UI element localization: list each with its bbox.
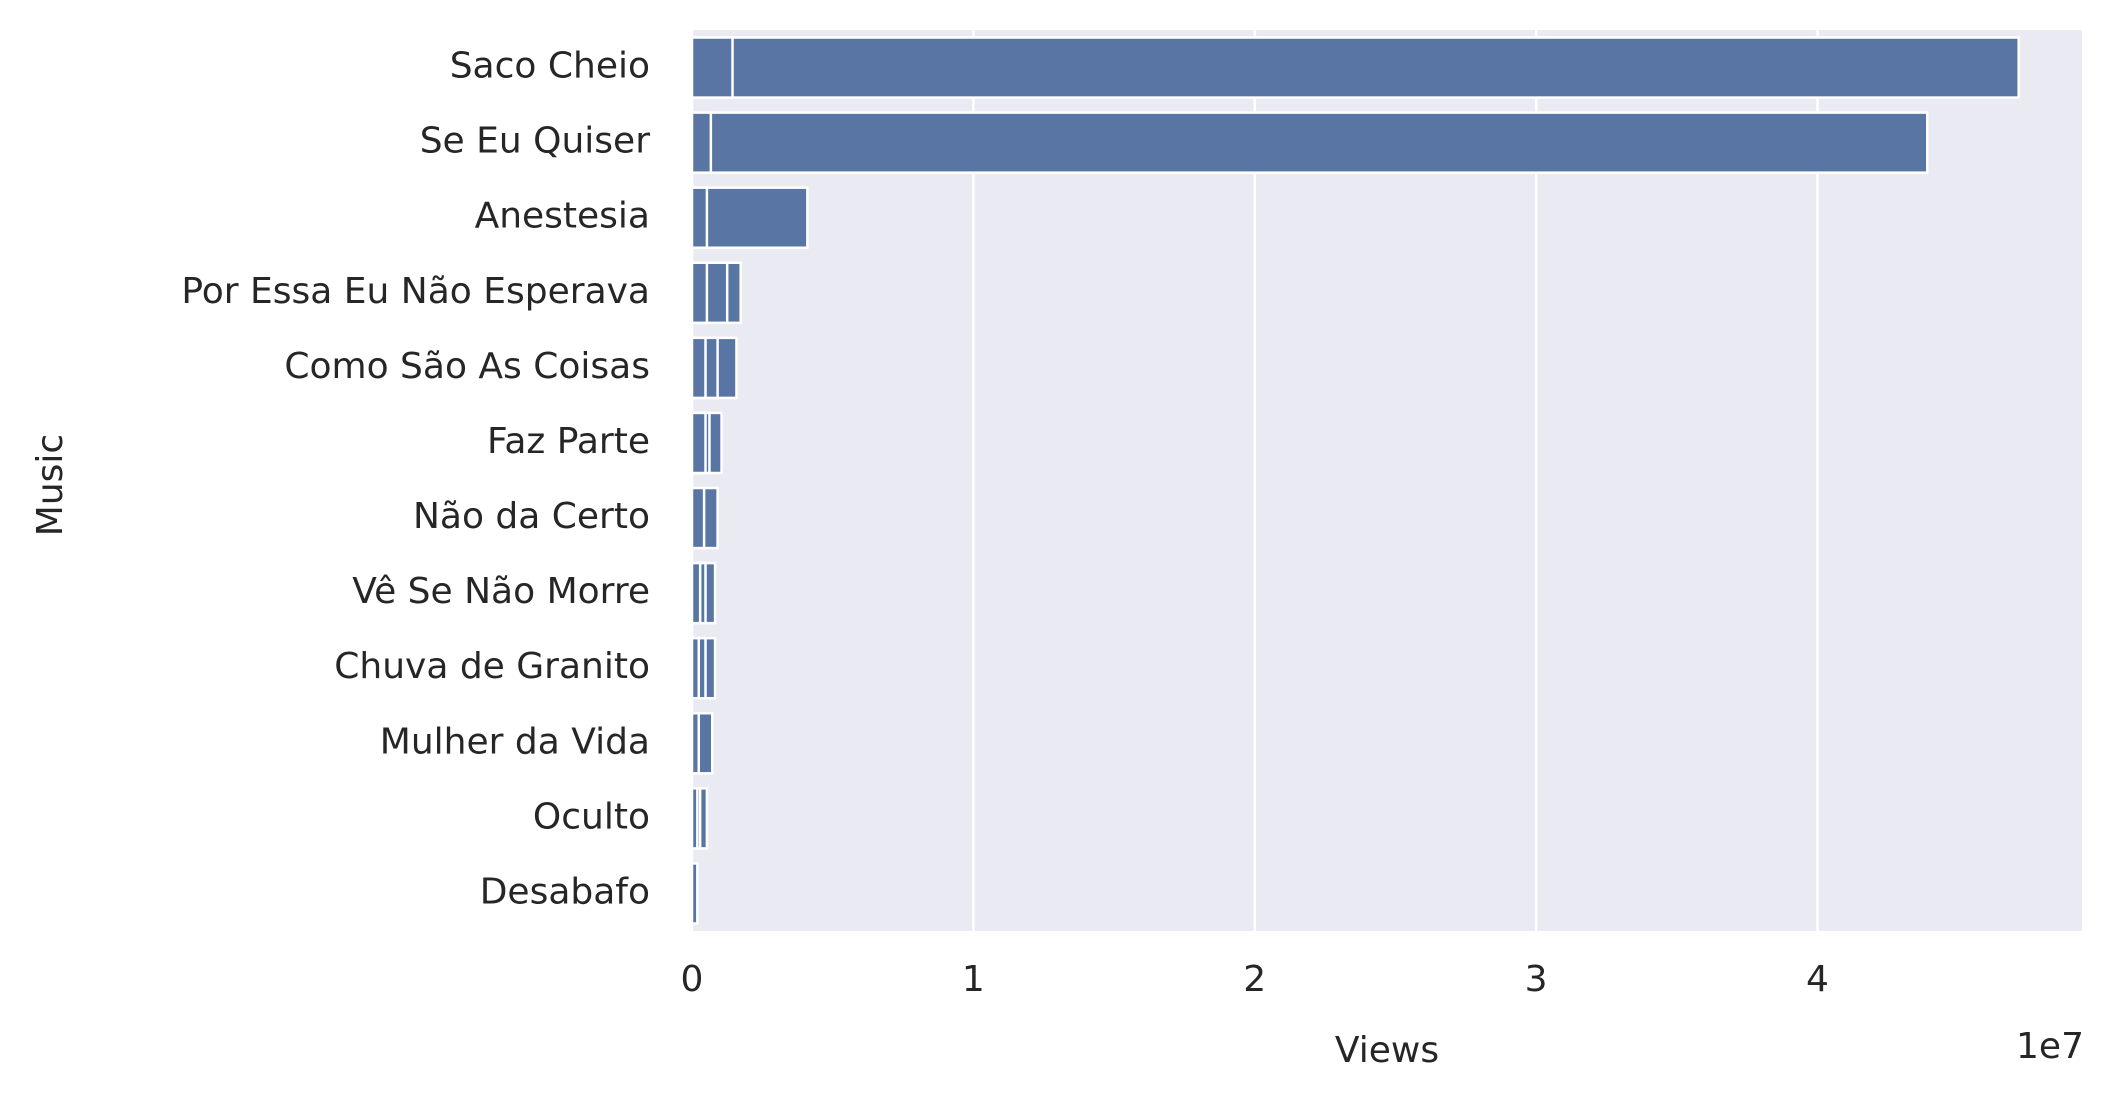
y-tick-label: Chuva de Granito [334, 646, 650, 687]
bar [690, 261, 709, 325]
bar [690, 636, 701, 700]
x-offset-label: 1e7 [2016, 1026, 2084, 1067]
x-tick-label: 1 [962, 959, 985, 1000]
x-axis-label: Views [1335, 1030, 1439, 1071]
x-tick-label: 3 [1525, 959, 1548, 1000]
y-tick-label: Como São As Coisas [284, 346, 650, 387]
x-tick-label: 2 [1243, 959, 1266, 1000]
bar [690, 111, 1929, 174]
y-tick-label: Faz Parte [487, 421, 650, 462]
bar [690, 336, 707, 400]
bar [690, 712, 701, 775]
bar [690, 787, 699, 850]
bar [690, 411, 707, 475]
bar [690, 186, 709, 249]
y-tick-label: Se Eu Quiser [420, 121, 651, 162]
x-tick-label: 0 [681, 959, 704, 1000]
bar [690, 36, 2020, 99]
y-tick-label: Vê Se Não Morre [352, 571, 650, 612]
y-tick-label: Oculto [533, 796, 650, 837]
bar [690, 486, 706, 550]
y-tick-label: Mulher da Vida [380, 721, 650, 762]
y-tick-label: Não da Certo [413, 496, 650, 537]
bar [690, 36, 734, 99]
y-axis-label: Music [30, 434, 71, 536]
y-tick-label: Saco Cheio [450, 46, 650, 87]
y-tick-label: Anestesia [475, 196, 650, 237]
bar [690, 186, 809, 249]
plot-background [692, 30, 2082, 931]
bar [690, 862, 699, 925]
x-tick-label: 4 [1806, 959, 1829, 1000]
y-tick-label: Desabafo [480, 871, 650, 912]
y-tick-label: Por Essa Eu Não Esperava [181, 271, 650, 312]
bar [690, 561, 702, 625]
bar [690, 111, 713, 174]
